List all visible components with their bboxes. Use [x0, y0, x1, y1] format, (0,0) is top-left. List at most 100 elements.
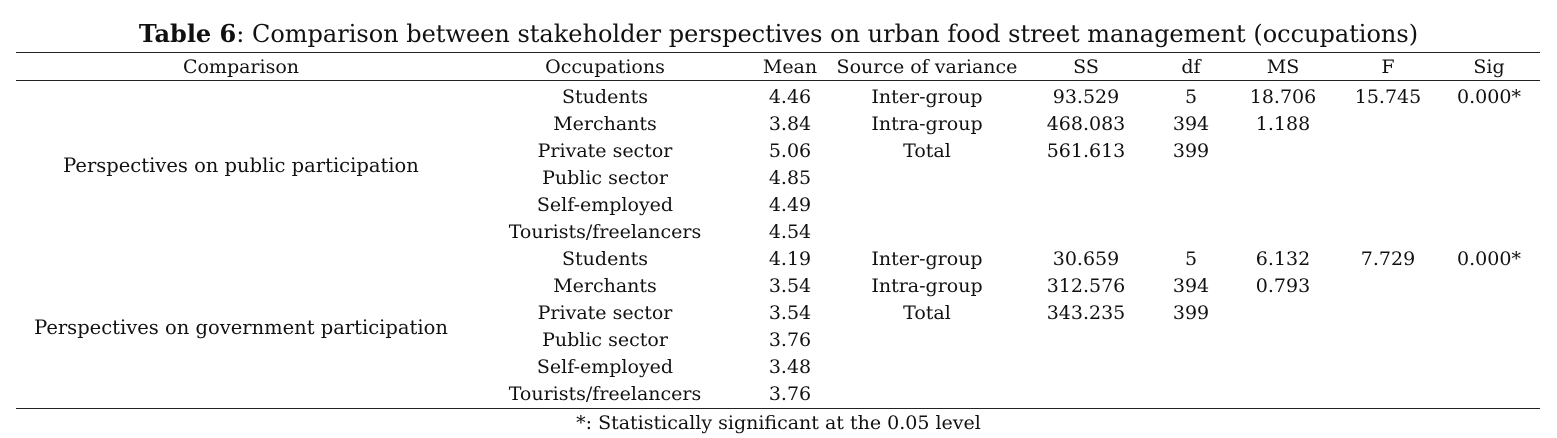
cell-ms [1228, 138, 1338, 165]
cell-ss [1018, 192, 1154, 219]
cell-mean: 3.48 [768, 356, 812, 378]
table-row: Public sector 3.76 [16, 327, 1540, 354]
anova-table: Comparison Occupations Mean Source of va… [16, 53, 1540, 408]
cell-ss: 30.659 [1052, 248, 1120, 270]
cell-mean: 3.84 [768, 113, 812, 135]
cell-f [1338, 165, 1438, 192]
cell-f: 15.745 [1354, 86, 1422, 108]
cell-occupation: Self-employed [536, 356, 674, 378]
cell-f [1338, 327, 1438, 354]
table-row: Perspectives on government participation… [16, 246, 1540, 339]
cell-occupation: Private sector [537, 140, 673, 162]
cell-ss: 561.613 [1046, 140, 1126, 162]
cell-mean: 3.54 [768, 302, 812, 324]
header-rule [16, 80, 1540, 81]
cell-f [1338, 111, 1438, 138]
table-caption-label: Table 6 [138, 19, 237, 48]
cell-sig [1438, 273, 1540, 300]
cell-mean: 4.85 [768, 167, 812, 189]
cell-f [1338, 354, 1438, 381]
top-rule [16, 52, 1540, 53]
cell-ss [1018, 327, 1154, 354]
cell-ss: 312.576 [1046, 275, 1126, 297]
cell-occupation: Merchants [553, 113, 657, 135]
cell-f [1338, 219, 1438, 246]
table-body: Perspectives on public participation Stud… [16, 81, 1540, 408]
cell-sig [1438, 165, 1540, 192]
cell-source-of-variance [836, 381, 1018, 408]
cell-sig [1438, 111, 1540, 138]
cell-f [1338, 381, 1438, 408]
cell-df: 394 [1172, 275, 1210, 297]
cell-sig: 0.000* [1457, 86, 1521, 108]
cell-df [1154, 219, 1228, 246]
cell-ms [1228, 219, 1338, 246]
cell-df [1154, 192, 1228, 219]
cell-mean: 3.54 [768, 275, 812, 297]
cell-mean: 3.76 [768, 329, 812, 351]
cell-occupation: Self-employed [536, 194, 674, 216]
cell-df [1154, 327, 1228, 354]
cell-ms [1228, 300, 1338, 327]
cell-source-of-variance: Inter-group [871, 248, 983, 270]
cell-ms [1228, 327, 1338, 354]
cell-sig [1438, 138, 1540, 165]
cell-ms: 1.188 [1255, 113, 1311, 135]
cell-mean: 5.06 [768, 140, 812, 162]
table-row: Merchants 3.54 Intra-group 312.576 394 0.793 [16, 273, 1540, 300]
cell-sig [1438, 300, 1540, 327]
header-row: Comparison Occupations Mean Source of va… [16, 53, 1540, 81]
cell-ms [1228, 354, 1338, 381]
cell-source-of-variance [836, 327, 1018, 354]
table-row: Merchants 3.84 Intra-group 468.083 394 1.188 [16, 111, 1540, 138]
cell-mean: 4.49 [768, 194, 812, 216]
table-row: Tourists/freelancers 4.54 [16, 219, 1540, 246]
cell-ss [1018, 219, 1154, 246]
bottom-rule [16, 408, 1540, 409]
header-df: df [1181, 56, 1201, 78]
header-source-of-variance: Source of variance [836, 56, 1018, 78]
cell-occupation: Public sector [542, 329, 668, 351]
header-mean: Mean [762, 56, 818, 78]
table-row: Public sector 4.85 [16, 165, 1540, 192]
cell-ms [1228, 192, 1338, 219]
cell-ss: 93.529 [1052, 86, 1120, 108]
cell-df [1154, 165, 1228, 192]
cell-source-of-variance: Inter-group [871, 86, 983, 108]
cell-occupation: Merchants [553, 275, 657, 297]
cell-occupation: Tourists/freelancers [508, 383, 702, 405]
cell-sig [1438, 354, 1540, 381]
cell-df: 5 [1184, 86, 1198, 108]
cell-ms: 6.132 [1255, 248, 1311, 270]
cell-source-of-variance [836, 219, 1018, 246]
header-comparison: Comparison [182, 56, 300, 78]
cell-f [1338, 300, 1438, 327]
cell-df [1154, 381, 1228, 408]
table-row: Private sector 3.54 Total 343.235 399 [16, 300, 1540, 327]
cell-ms [1228, 381, 1338, 408]
table-header: Comparison Occupations Mean Source of va… [16, 53, 1540, 81]
cell-source-of-variance [836, 165, 1018, 192]
cell-occupation: Students [562, 248, 648, 270]
table-footnote: *: Statistically significant at the 0.05… [576, 412, 981, 434]
cell-occupation: Students [562, 86, 648, 108]
cell-sig [1438, 192, 1540, 219]
cell-sig: 0.000* [1457, 248, 1521, 270]
header-occupations: Occupations [545, 56, 665, 78]
cell-df: 5 [1184, 248, 1198, 270]
cell-df: 399 [1172, 302, 1210, 324]
table-row: Private sector 5.06 Total 561.613 399 [16, 138, 1540, 165]
cell-source-of-variance [836, 354, 1018, 381]
cell-df [1154, 354, 1228, 381]
cell-ms: 0.793 [1255, 275, 1311, 297]
cell-df: 394 [1172, 113, 1210, 135]
cell-source-of-variance: Intra-group [871, 113, 983, 135]
cell-source-of-variance: Total [903, 302, 951, 324]
cell-source-of-variance [836, 192, 1018, 219]
cell-ms [1228, 165, 1338, 192]
cell-source-of-variance: Intra-group [871, 275, 983, 297]
header-ss: SS [1073, 56, 1099, 78]
cell-mean: 3.76 [768, 383, 812, 405]
cell-mean: 4.19 [768, 248, 812, 270]
cell-f [1338, 192, 1438, 219]
